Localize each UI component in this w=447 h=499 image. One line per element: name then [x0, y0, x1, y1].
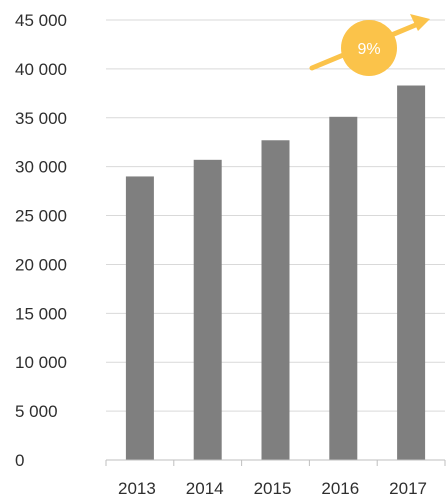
x-axis: [105, 459, 446, 466]
bar-2014: [193, 159, 222, 461]
y-tick-label: 40 000: [15, 60, 67, 79]
y-tick-label: 20 000: [15, 255, 67, 274]
y-tick-label: 45 000: [15, 11, 67, 30]
x-tick-label-2014: 2014: [186, 479, 224, 498]
growth-annotation: 9%: [309, 14, 430, 76]
x-axis-tick-labels: 2013 2014 2015 2016 2017: [118, 479, 427, 498]
bar-2013: [125, 176, 154, 460]
growth-badge-label: 9%: [357, 41, 380, 58]
x-tick-label-2017: 2017: [389, 479, 427, 498]
bar-2016: [329, 116, 358, 461]
growth-badge: [341, 20, 397, 76]
arrow-up-right-icon: [410, 14, 430, 31]
x-tick-label-2013: 2013: [118, 479, 156, 498]
y-tick-label: 35 000: [15, 109, 67, 128]
x-tick-label-2015: 2015: [254, 479, 292, 498]
y-tick-label: 0: [15, 451, 24, 470]
y-tick-label: 5 000: [15, 402, 58, 421]
y-tick-label: 30 000: [15, 158, 67, 177]
bars: [125, 85, 426, 461]
bar-2017: [397, 85, 426, 460]
bar-2015: [261, 140, 290, 460]
y-tick-label: 10 000: [15, 353, 67, 372]
y-axis-tick-labels: 0 5 000 10 000 15 000 20 000 25 000 30 000 35 0…: [15, 11, 67, 470]
y-tick-label: 15 000: [15, 304, 67, 323]
x-tick-label-2016: 2016: [321, 479, 359, 498]
y-tick-label: 25 000: [15, 207, 67, 226]
